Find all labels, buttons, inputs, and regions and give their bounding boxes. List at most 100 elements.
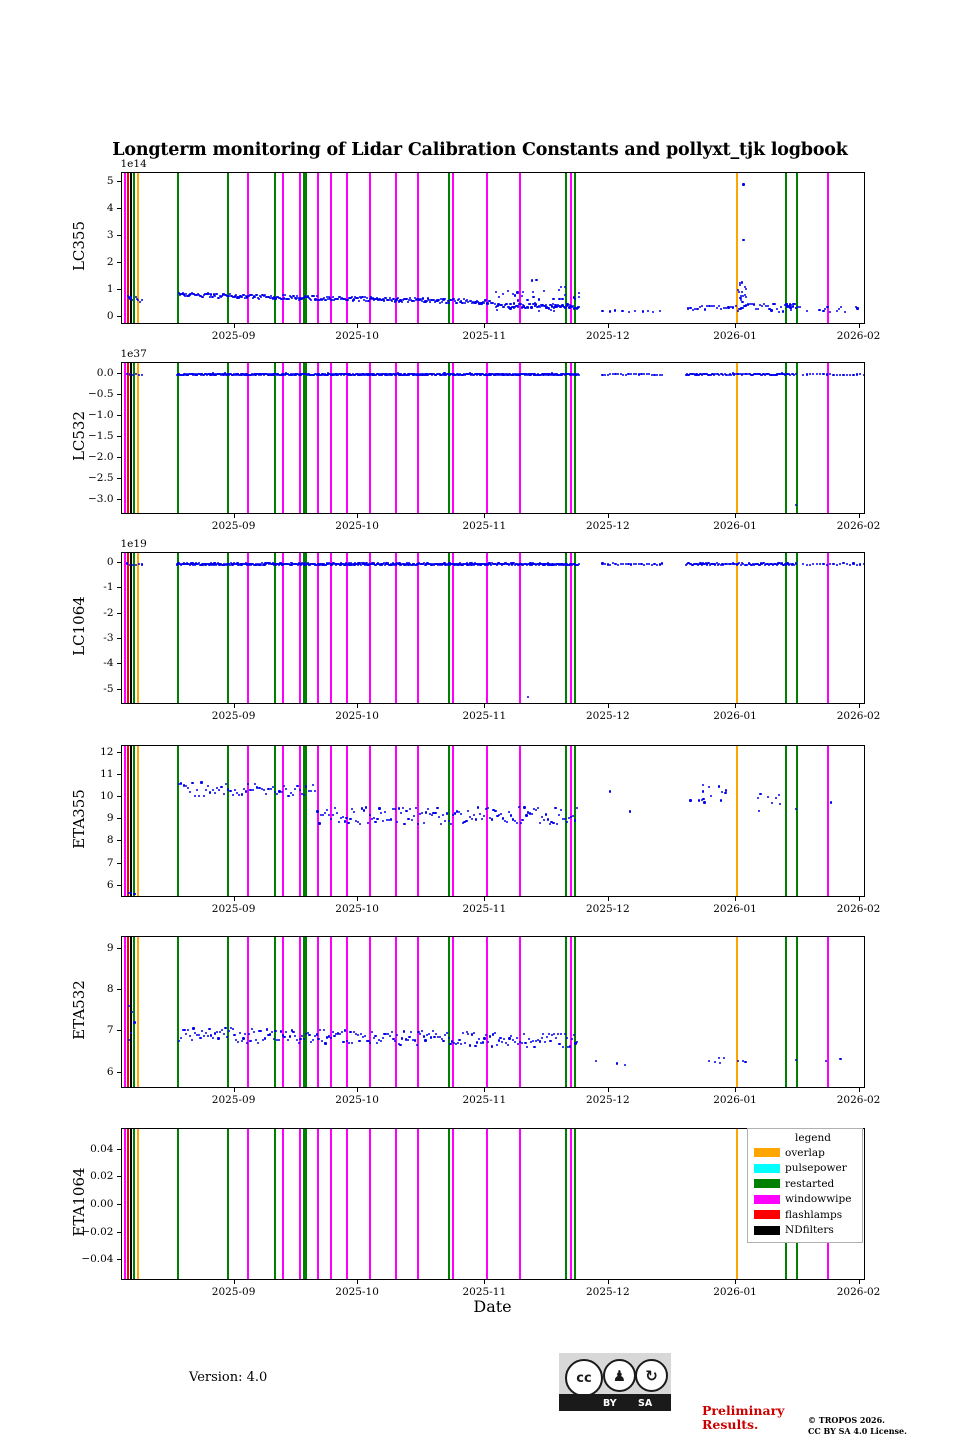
- data-point: [711, 372, 714, 376]
- data-point: [336, 1032, 340, 1035]
- legend-title: legend: [795, 1132, 831, 1144]
- data-point: [269, 295, 272, 298]
- data-point: [384, 374, 387, 377]
- data-point: [408, 296, 412, 299]
- data-point: [278, 296, 281, 300]
- legend-box: legend overlap pulsepower restarted windoww…: [747, 1128, 863, 1243]
- data-point: [759, 562, 762, 565]
- y-tick-label: 0.00: [90, 1198, 114, 1210]
- data-point: [570, 562, 573, 565]
- data-point: [769, 373, 772, 376]
- data-point: [138, 300, 141, 303]
- data-point: [328, 1035, 331, 1038]
- data-point: [253, 1030, 256, 1033]
- data-point: [213, 374, 216, 377]
- data-point: [748, 562, 752, 565]
- data-point: [343, 297, 346, 300]
- data-point: [219, 295, 222, 298]
- data-point: [717, 305, 721, 308]
- event-line-windowwipe: [299, 173, 302, 323]
- data-point: [463, 302, 466, 305]
- data-point: [404, 1038, 407, 1041]
- event-line-windowwipe: [345, 746, 348, 896]
- x-tick-label: 2025-11: [462, 903, 507, 915]
- data-point: [530, 279, 533, 282]
- data-point: [288, 294, 291, 297]
- data-point: [263, 563, 266, 566]
- legend-item-flashlamps[interactable]: flashlamps: [754, 1207, 856, 1223]
- data-point: [303, 794, 306, 797]
- data-point: [350, 296, 353, 299]
- event-line-windowwipe: [247, 746, 250, 896]
- data-point: [645, 562, 648, 566]
- data-point: [311, 295, 314, 298]
- data-point: [778, 562, 781, 565]
- data-point: [501, 1040, 504, 1043]
- y-axis-label-eta532: ETA532: [69, 980, 88, 1040]
- event-line-restarted: [305, 937, 308, 1087]
- event-line-windowwipe: [451, 553, 454, 703]
- data-point: [794, 373, 797, 376]
- legend-item-pulsepower[interactable]: pulsepower: [754, 1161, 856, 1177]
- data-point: [130, 891, 133, 895]
- data-point: [463, 374, 467, 377]
- data-point: [467, 562, 470, 565]
- event-line-restarted: [573, 1129, 576, 1279]
- event-line-windowwipe: [485, 553, 488, 703]
- data-point: [349, 563, 352, 566]
- cc-circle-icon: cc: [565, 1359, 603, 1397]
- data-point: [714, 372, 717, 375]
- data-point: [226, 1035, 229, 1038]
- x-tick-label: 2025-10: [335, 1094, 379, 1106]
- data-point: [542, 1032, 545, 1035]
- data-point: [430, 298, 433, 302]
- data-point: [185, 292, 188, 296]
- data-point: [724, 789, 727, 792]
- data-point: [835, 309, 839, 312]
- data-point: [442, 374, 445, 377]
- data-point: [524, 306, 527, 309]
- data-point: [345, 562, 348, 565]
- data-point: [278, 563, 281, 567]
- legend-label-NDfilters: NDfilters: [785, 1224, 834, 1236]
- data-point: [275, 373, 278, 377]
- data-point: [789, 303, 792, 306]
- data-point: [553, 1032, 556, 1036]
- data-point: [343, 820, 346, 823]
- data-point: [791, 373, 795, 376]
- legend-item-overlap[interactable]: overlap: [754, 1145, 856, 1161]
- data-point: [762, 562, 765, 565]
- data-point: [714, 563, 717, 566]
- data-point: [550, 305, 553, 308]
- data-point: [193, 293, 196, 297]
- y-axis-label-eta1064: ETA1064: [69, 1167, 88, 1237]
- plot-panel-lc355: [120, 172, 865, 324]
- data-point: [747, 373, 750, 376]
- data-point: [538, 306, 541, 309]
- data-point: [852, 562, 855, 565]
- data-point: [424, 1039, 427, 1042]
- event-line-restarted: [784, 363, 787, 513]
- y-tick-mark: [117, 435, 121, 437]
- x-tick-mark: [735, 324, 737, 328]
- data-point: [756, 797, 759, 800]
- data-point: [265, 793, 268, 796]
- data-point: [289, 295, 293, 299]
- data-point: [411, 818, 414, 821]
- data-point: [645, 372, 648, 376]
- x-tick-label: 2025-10: [335, 330, 379, 342]
- data-point: [519, 1040, 522, 1044]
- data-point: [746, 372, 749, 376]
- data-point: [525, 306, 528, 309]
- data-point: [526, 306, 530, 309]
- data-point: [772, 303, 775, 306]
- data-point: [463, 821, 466, 824]
- data-point: [455, 301, 458, 304]
- data-point: [256, 1041, 259, 1044]
- legend-item-restarted[interactable]: restarted: [754, 1176, 856, 1192]
- data-point: [570, 306, 574, 309]
- data-point: [270, 296, 274, 299]
- legend-item-NDfilters[interactable]: NDfilters: [754, 1223, 856, 1239]
- y-tick-mark: [117, 773, 121, 775]
- legend-item-windowwipe[interactable]: windowwipe: [754, 1192, 856, 1208]
